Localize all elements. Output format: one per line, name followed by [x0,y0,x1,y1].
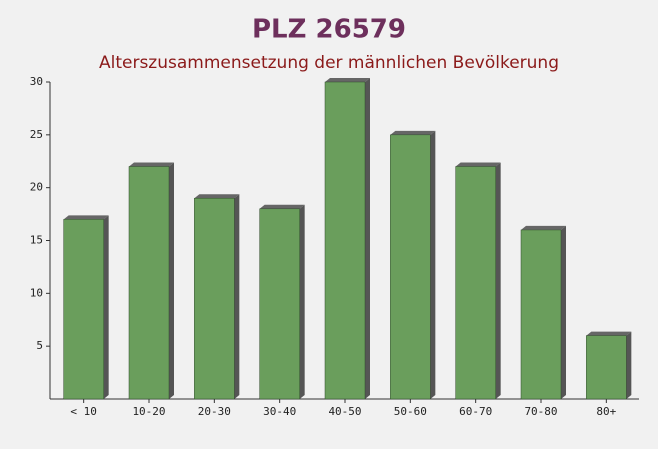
bar [259,208,300,400]
chart-title: PLZ 26579 [252,15,406,45]
bar-shadow [586,331,632,336]
y-tick-label: 20 [30,181,43,194]
bar-shadow [169,162,174,399]
y-tick-label: 25 [30,128,43,141]
bar [586,335,627,400]
bar-shadow [626,331,632,399]
bar [128,166,170,400]
x-tick-label: 10-20 [132,405,165,418]
x-tick-label: 50-60 [394,405,427,418]
x-tick-label: 70-80 [524,405,557,418]
bar [63,219,104,400]
bar-shadow [325,78,370,82]
y-tick-label: 30 [30,75,43,88]
y-tick-label: 5 [36,339,43,352]
x-tick-label: < 10 [70,405,97,418]
bar-shadow [561,225,566,399]
chart-subtitle: Alterszusammensetzung der männlichen Bev… [99,53,559,73]
x-tick-label: 40-50 [328,405,361,418]
x-tick-label: 30-40 [263,405,296,418]
bar [324,81,366,400]
bar-shadow [259,204,305,209]
y-tick-label: 10 [30,286,43,299]
bar-shadow [234,194,240,399]
bar-shadow [390,130,436,135]
bar [520,229,562,400]
bar-shadow [194,194,240,199]
x-tick-label: 20-30 [198,405,231,418]
bar-shadow [521,225,566,230]
bar [194,197,235,400]
bar-shadow [63,215,109,220]
x-tick-label: 60-70 [459,405,492,418]
bar-shadow [430,130,436,400]
bar-shadow [299,204,305,399]
bar [390,134,431,400]
bar-shadow [129,162,174,167]
bar-shadow [455,162,501,167]
bar-shadow [103,215,109,399]
x-tick-label: 80+ [596,405,616,418]
y-tick-label: 15 [30,234,43,247]
bar-shadow [365,78,370,399]
bar [455,166,496,400]
bar-shadow [495,162,501,399]
